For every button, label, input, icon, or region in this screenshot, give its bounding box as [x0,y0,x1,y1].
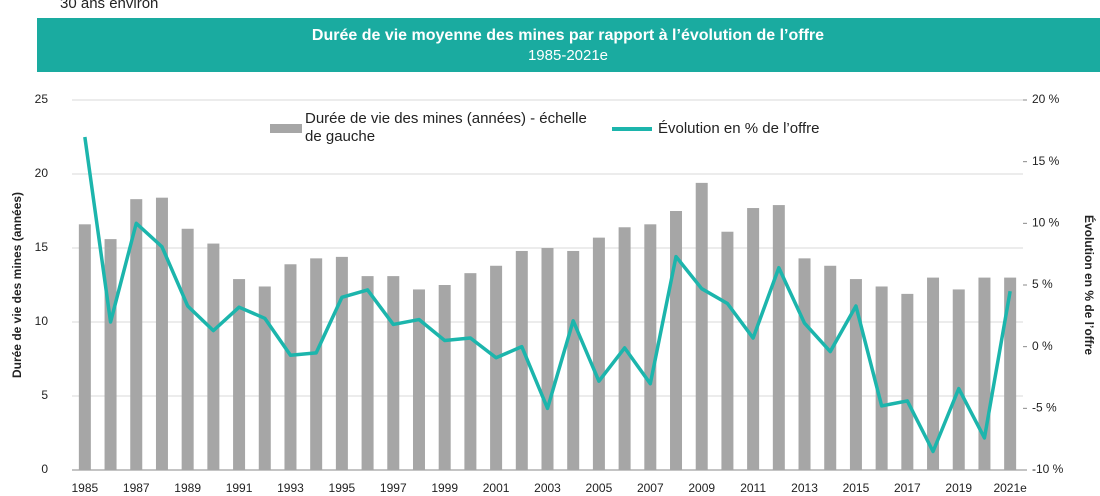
legend-label: Durée de vie des mines (années) - échell… [305,110,587,145]
legend-label: Évolution en % de l’offre [658,120,820,137]
x-tick-label: 2017 [894,481,921,495]
x-tick-label: 2021e [993,481,1027,495]
bar [875,286,888,470]
bar [438,285,451,470]
y-tick-label: 25 [35,92,49,106]
y2-axis-label: Évolution en % de l’offre [1082,215,1097,355]
x-tick-label: 2019 [945,481,972,495]
bar [567,250,580,470]
bar [181,228,194,470]
y2-tick-label: -10 % [1032,462,1064,476]
bar [798,258,811,470]
x-tick-label: 1991 [226,481,253,495]
y-tick-label: 20 [35,166,49,180]
bar [824,265,837,470]
bar [104,239,117,470]
bar [258,286,271,470]
y2-tick-label: 0 % [1032,339,1053,353]
x-tick-label: 1989 [174,481,201,495]
x-tick-label: 2003 [534,481,561,495]
note: 30 ans environ [60,0,158,12]
y-tick-label: 15 [35,240,49,254]
bar [155,197,168,470]
x-tick-label: 1985 [71,481,98,495]
bar [412,289,425,470]
x-tick-label: 1993 [277,481,304,495]
bar [1004,277,1017,470]
x-tick-label: 2011 [740,481,766,495]
bar [592,237,605,470]
y-tick-label: 10 [35,314,49,328]
y2-tick-label: 5 % [1032,277,1053,291]
y2-tick-label: -5 % [1032,401,1057,415]
x-tick-label: 2001 [483,481,510,495]
bar [310,258,323,470]
chart-title: Durée de vie moyenne des mines par rappo… [312,27,824,44]
bar [130,199,143,470]
bar [233,279,246,470]
bar [695,182,708,470]
bar [515,250,528,470]
bar [78,224,91,470]
y2-tick-label: 20 % [1032,92,1060,106]
bar [361,276,374,470]
y-tick-label: 5 [41,388,48,402]
bar [901,293,914,470]
y-tick-label: 0 [41,462,48,476]
bar [721,231,734,470]
x-tick-label: 2007 [637,481,664,495]
legend-swatch [270,124,302,133]
bar [849,279,862,470]
y2-tick-label: 15 % [1032,154,1060,168]
x-tick-label: 1997 [380,481,407,495]
bar [541,248,554,470]
x-tick-label: 2013 [791,481,818,495]
y2-tick-label: 10 % [1032,216,1060,230]
y-axis-label: Durée de vie des mines (années) [10,192,24,378]
bar [670,211,683,470]
x-tick-label: 1995 [329,481,356,495]
x-tick-label: 2009 [688,481,715,495]
x-tick-label: 1999 [431,481,458,495]
x-tick-label: 2005 [586,481,613,495]
bar [207,243,220,470]
bar [644,224,657,470]
bar [284,264,297,470]
bar [490,265,503,470]
x-tick-label: 1987 [123,481,150,495]
bar [772,205,785,470]
bar [335,256,348,470]
bar [927,277,940,470]
chart-subtitle: 1985-2021e [528,47,608,64]
bar [952,289,965,470]
bar [387,276,400,470]
title-banner [37,18,1100,72]
bar [464,273,477,470]
x-tick-label: 2015 [843,481,870,495]
bar [978,277,991,470]
line [83,136,1012,454]
